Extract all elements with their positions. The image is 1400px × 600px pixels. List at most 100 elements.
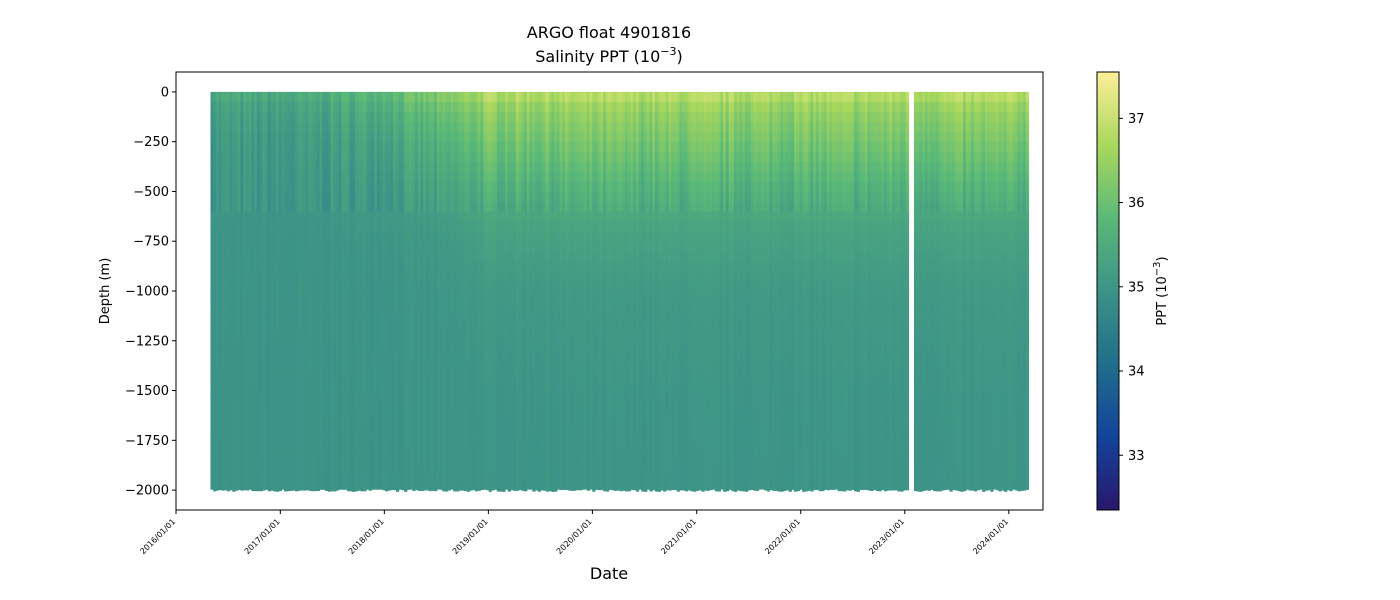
profile-cell [412,101,416,113]
profile-cell [275,420,280,431]
profile-cell [308,181,312,193]
profile-cell [248,261,252,272]
profile-cell [510,271,514,282]
profile-cell [414,340,419,352]
profile-cell [384,101,389,113]
profile-cell [344,231,348,242]
profile-cell [420,400,424,412]
profile-cell [401,300,405,312]
profile-cell [308,241,312,252]
profile-cell [458,450,462,461]
profile-cell [305,470,310,481]
profile-cell [521,430,525,441]
profile-cell [384,460,389,471]
profile-cell [365,360,370,372]
profile-cell [379,330,383,342]
profile-cell [510,340,514,352]
profile-cell [431,350,435,362]
profile-cell [352,261,356,272]
profile-cell [215,181,220,193]
profile-cell [330,271,334,282]
profile-cell [545,271,550,282]
profile-cell [273,300,277,312]
profile-cell [395,121,400,133]
profile-cell [215,291,220,302]
profile-cell [352,470,356,481]
profile-cell [428,310,432,322]
profile-cell [390,470,394,481]
profile-cell [319,231,323,242]
profile-cell [371,271,375,282]
profile-cell [499,281,503,292]
profile-cell [248,271,252,282]
profile-cell [352,191,356,202]
profile-cell [346,121,351,133]
profile-cell [529,271,533,282]
profile-cell [325,340,329,352]
profile-cell [308,450,312,461]
profile-cell [409,241,413,252]
profile-cell [229,151,233,163]
profile-cell [488,101,492,113]
profile-cell [270,141,274,153]
profile-cell [428,261,432,272]
profile-cell [379,460,383,471]
profile-cell [338,320,342,332]
profile-cell [215,221,220,232]
profile-cell [431,450,435,461]
profile-cell [395,410,400,421]
profile-cell [431,291,435,302]
profile-cell [262,121,266,133]
profile-cell [526,91,531,103]
profile-cell [305,261,310,272]
profile-cell [308,141,312,153]
profile-cell [352,380,356,392]
profile-cell [259,231,263,242]
profile-cell [513,330,517,342]
profile-cell [453,440,457,451]
profile-cell [215,91,220,103]
profile-cell [314,281,318,292]
profile-cell [502,211,506,222]
profile-cell [444,111,449,123]
profile-cell [363,440,367,451]
profile-cell [453,101,457,113]
profile-cell [316,340,321,352]
profile-cell [442,91,446,103]
profile-cell [384,221,389,232]
profile-cell [488,271,492,282]
profile-cell [365,370,370,382]
profile-cell [218,101,222,113]
profile-cell [439,261,443,272]
profile-cell [423,360,427,372]
profile-cell [537,330,542,342]
profile-cell [431,231,435,242]
profile-cell [526,161,531,173]
profile-cell [325,440,329,451]
profile-cell [434,340,438,352]
profile-cell [401,201,405,212]
profile-cell [221,460,225,471]
profile-cell [450,261,454,272]
profile-cell [237,320,242,332]
profile-cell [232,360,236,372]
profile-cell [518,300,522,312]
profile-cell [428,211,432,222]
profile-cell [365,211,370,222]
profile-cell [466,460,471,471]
profile-cell [295,440,299,451]
profile-cell [436,211,441,222]
profile-cell [215,151,220,163]
profile-cell [352,251,356,262]
profile-cell [466,390,471,402]
profile-cell [409,340,413,352]
profile-cell [284,480,288,492]
profile-cell [390,121,394,133]
profile-cell [507,121,512,133]
profile-cell [221,211,225,222]
profile-cell [368,91,372,103]
profile-cell [300,430,304,441]
profile-cell [499,360,503,372]
profile-cell [510,310,514,322]
profile-cell [218,390,222,402]
